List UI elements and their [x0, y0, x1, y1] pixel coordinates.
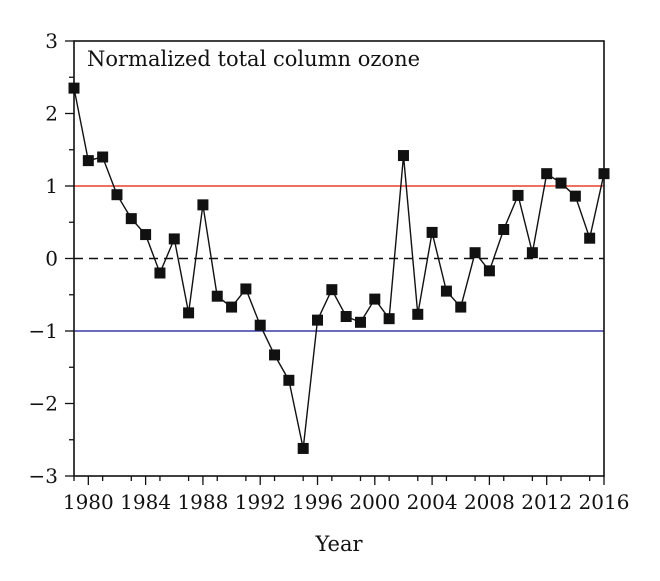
y-tick-label: −1: [29, 319, 58, 343]
x-tick-label: 2016: [579, 490, 630, 514]
data-point: [397, 150, 409, 162]
data-point: [498, 224, 510, 235]
data-point: [555, 177, 567, 189]
y-tick-label: 1: [45, 174, 58, 198]
data-point: [297, 442, 309, 454]
data-point: [426, 226, 438, 238]
data-point: [440, 285, 452, 297]
series-line-0: [73, 87, 605, 449]
x-tick-label: 2004: [407, 490, 458, 514]
series-line-group: [73, 87, 605, 449]
data-point: [240, 283, 252, 295]
x-tick-label: 1988: [177, 490, 228, 514]
data-point: [82, 155, 94, 167]
data-point: [455, 301, 467, 313]
data-point: [125, 213, 137, 225]
y-tick-label: −3: [29, 464, 58, 488]
data-point: [526, 247, 538, 259]
x-tick-label: 1992: [235, 490, 286, 514]
data-point: [469, 247, 481, 259]
data-point: [584, 232, 596, 244]
data-point: [312, 314, 324, 326]
x-tick-label: 2008: [464, 490, 515, 514]
reference-lines: [74, 185, 604, 332]
data-markers: [68, 82, 610, 454]
data-point: [226, 301, 238, 313]
y-tick-label: 3: [45, 29, 58, 53]
data-point: [111, 189, 123, 201]
data-point: [154, 267, 166, 279]
data-point: [483, 265, 495, 277]
data-point: [541, 168, 553, 180]
data-point: [140, 229, 152, 241]
data-point: [354, 316, 366, 328]
data-point: [211, 290, 223, 302]
x-tick-label: 2000: [349, 490, 400, 514]
y-axis-ticks: −3 −2 −1 0 1 2 3: [29, 29, 74, 488]
data-point: [168, 233, 180, 245]
y-tick-label: 2: [45, 102, 58, 126]
x-axis-ticks: 1980 1984 1988 1992 1996 2000 2004 2008 2012 2016: [63, 476, 630, 514]
data-point: [383, 313, 395, 325]
y-tick-label: −2: [29, 392, 58, 416]
data-point: [254, 319, 266, 331]
data-point: [412, 308, 424, 320]
data-point: [369, 293, 381, 305]
data-point: [326, 284, 338, 296]
data-point: [197, 199, 209, 211]
data-point: [569, 190, 581, 202]
data-point: [183, 307, 195, 319]
data-point: [512, 189, 524, 201]
data-point: [97, 151, 109, 163]
x-axis-title: Year: [314, 532, 363, 556]
x-tick-label: 1996: [292, 490, 343, 514]
data-point: [269, 349, 281, 361]
data-point: [340, 311, 352, 322]
data-point: [283, 374, 295, 386]
x-tick-label: 2012: [521, 490, 572, 514]
x-tick-label: 1980: [63, 490, 114, 514]
y-tick-label: 0: [45, 247, 58, 271]
x-tick-label: 1984: [120, 490, 171, 514]
chart-title: Normalized total column ozone: [87, 47, 420, 71]
